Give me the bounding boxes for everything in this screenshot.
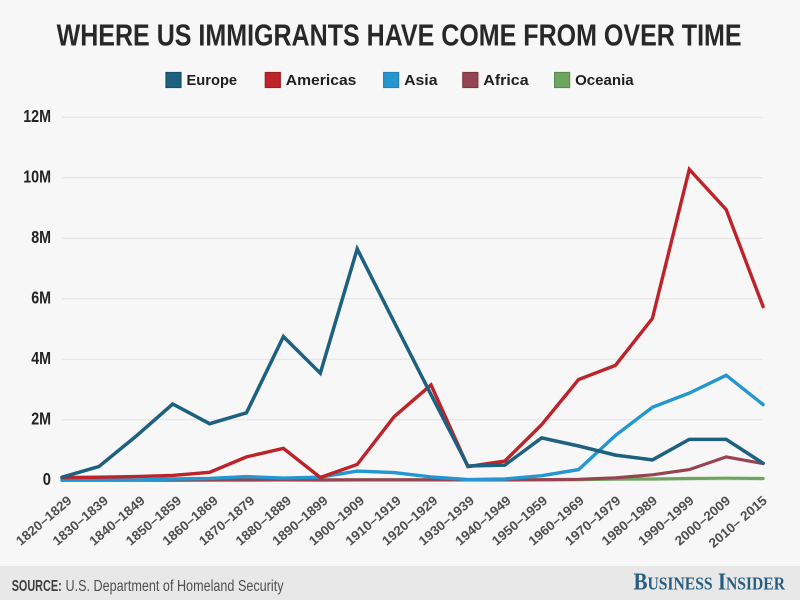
svg-text:WHERE US IMMIGRANTS HAVE COME: WHERE US IMMIGRANTS HAVE COME FROM OVER … bbox=[57, 19, 742, 53]
svg-text:BUSINESS INSIDER: BUSINESS INSIDER bbox=[634, 569, 786, 596]
svg-text:Europe: Europe bbox=[187, 72, 238, 89]
svg-text:12M: 12M bbox=[23, 106, 51, 126]
svg-text:0: 0 bbox=[43, 469, 51, 489]
svg-text:Africa: Africa bbox=[483, 72, 529, 89]
svg-text:Americas: Americas bbox=[286, 72, 357, 89]
svg-text:SOURCE:: SOURCE: bbox=[12, 578, 62, 595]
svg-text:10M: 10M bbox=[23, 166, 51, 186]
svg-text:Oceania: Oceania bbox=[575, 72, 634, 89]
svg-text:Asia: Asia bbox=[404, 72, 438, 89]
svg-text:6M: 6M bbox=[31, 287, 51, 307]
svg-text:8M: 8M bbox=[31, 227, 51, 247]
svg-text:2M: 2M bbox=[31, 408, 51, 428]
svg-text:4M: 4M bbox=[31, 348, 51, 368]
svg-text:U.S. Department of Homeland Se: U.S. Department of Homeland Security bbox=[66, 578, 284, 595]
